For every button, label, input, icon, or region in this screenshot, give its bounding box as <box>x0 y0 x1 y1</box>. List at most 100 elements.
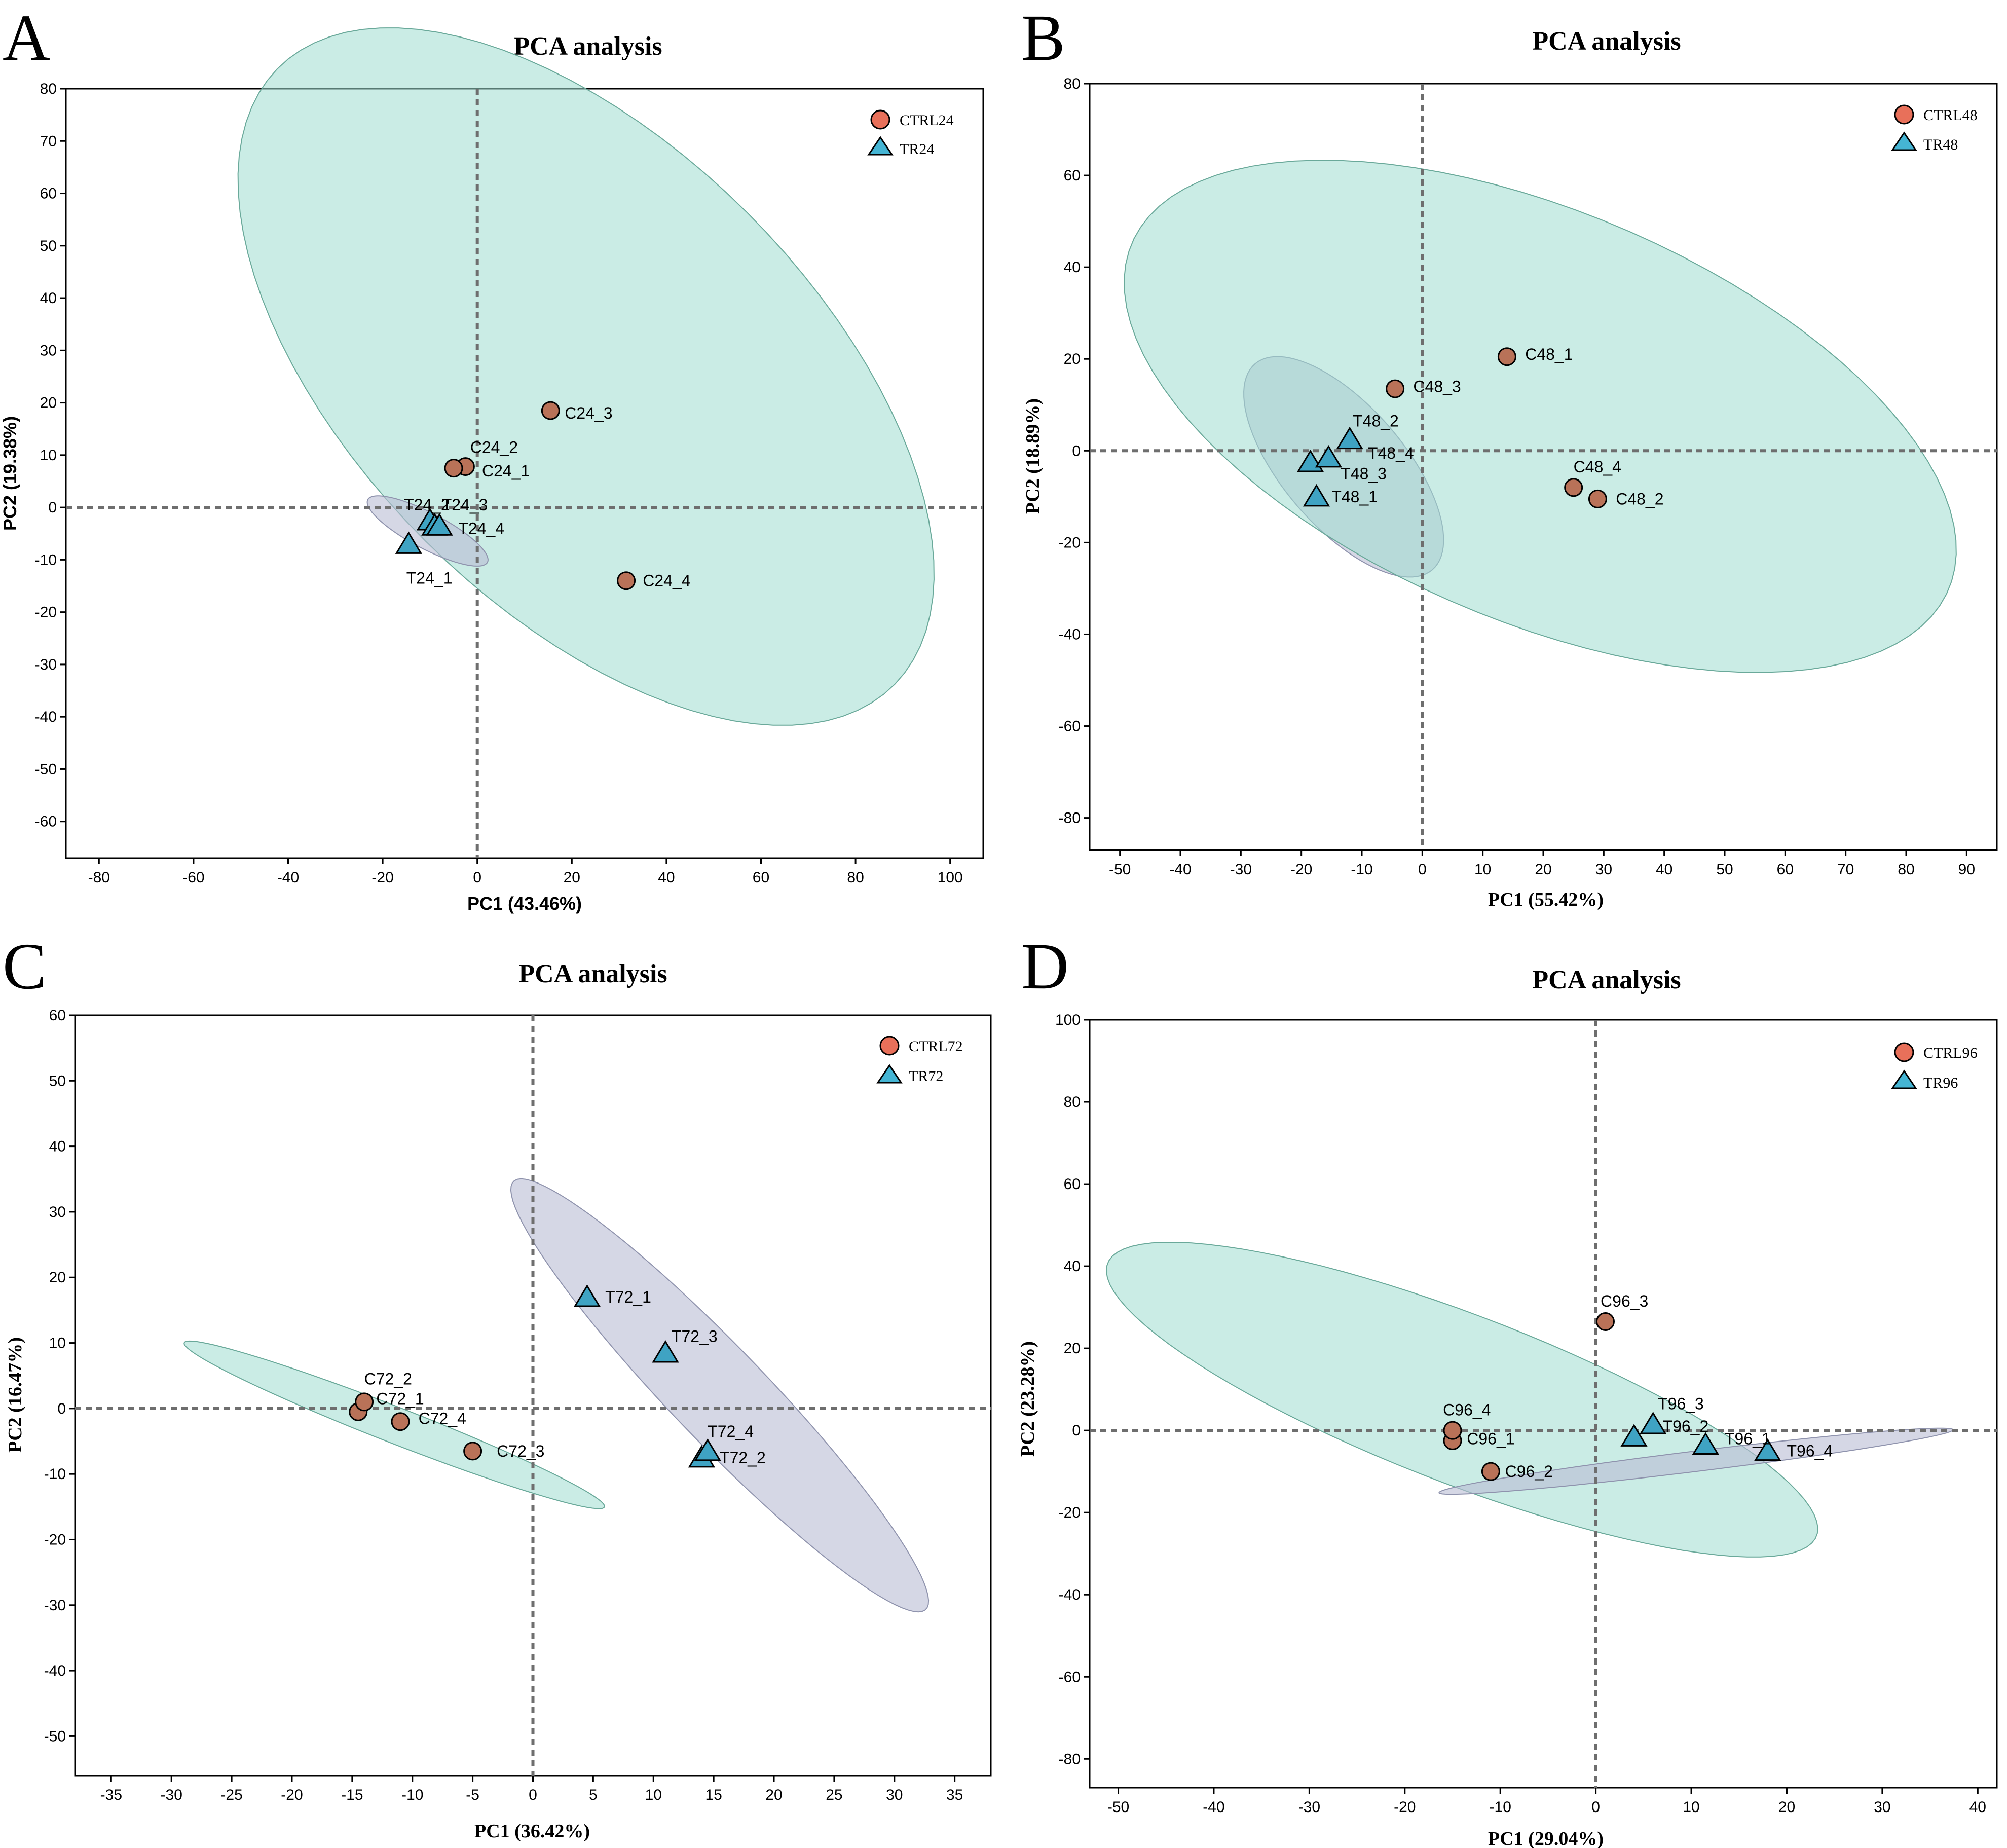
panel-c-x-axis-label: PC1 (36.42%) <box>474 1821 590 1842</box>
panel-c-x-tick-label: 25 <box>826 1787 842 1803</box>
panel-d-point-label: T96_3 <box>1658 1395 1704 1413</box>
panel-b-y-tick-label: 60 <box>1064 167 1081 184</box>
panel-d-point-c96-3 <box>1595 1312 1615 1331</box>
panel-b-x-tick-label: 10 <box>1474 861 1491 878</box>
panel-a-y-tick-label: 80 <box>40 81 57 97</box>
panel-b-point-t48-4 <box>1315 445 1343 468</box>
panel-c-point-label: T72_1 <box>605 1288 651 1306</box>
panel-d-y-tick-label: 0 <box>1072 1422 1081 1439</box>
legend-tr-marker <box>876 1064 903 1084</box>
panel-a-y-tick-label: 40 <box>40 290 57 307</box>
panel-d-plot-frame <box>1089 1019 1998 1789</box>
panel-b-x-tick-label: 0 <box>1418 861 1427 878</box>
panel-b-x-tick-label: -30 <box>1230 861 1252 878</box>
panel-c-y-tick-label: 40 <box>49 1138 66 1155</box>
panel-d-x-tick-label: -30 <box>1298 1799 1320 1816</box>
panel-a-y-tick-label: -10 <box>35 551 57 568</box>
panel-d-point-t96-3 <box>1640 1412 1667 1434</box>
panel-d-x-tick-label: 20 <box>1778 1799 1795 1816</box>
panel-b-x-tick-label: 50 <box>1716 861 1733 878</box>
panel-b-point-c48-2 <box>1588 489 1607 508</box>
panel-c-point-label: C72_3 <box>497 1442 544 1460</box>
panel-c-y-tick-label: 60 <box>49 1007 66 1024</box>
panel-b-point-label: T48_4 <box>1368 444 1414 462</box>
panel-b-point-t48-1 <box>1303 484 1330 507</box>
panel-b-point-c48-4 <box>1564 478 1583 497</box>
panel-a-x-tick-label: 100 <box>938 869 963 886</box>
panel-c-x-tick-label: -20 <box>281 1787 303 1803</box>
panel-c-legend: CTRL72 TR72 <box>876 1036 963 1085</box>
panel-c-x-tick-label: -15 <box>341 1787 363 1803</box>
panel-a-y-tick-label: 70 <box>40 133 57 150</box>
panel-b-point-label: T48_1 <box>1331 488 1378 506</box>
panel-b-x-tick-label: 30 <box>1595 861 1612 878</box>
panel-c-y-tick-label: -40 <box>44 1662 66 1679</box>
legend-ctrl-label: CTRL24 <box>900 112 954 129</box>
legend-ctrl-label: CTRL48 <box>1923 107 1978 124</box>
panel-c-y-tick-label: 50 <box>49 1073 66 1089</box>
panel-c-x-tick-label: 0 <box>529 1787 537 1803</box>
panel-c-title: PCA analysis <box>518 959 667 988</box>
panel-a-y-tick-label: 30 <box>40 342 57 359</box>
panel-d-point-label: T96_2 <box>1663 1417 1709 1435</box>
panel-c-x-tick-label: -35 <box>100 1787 122 1803</box>
panel-a-x-tick-label: -40 <box>277 869 299 886</box>
panel-b-title: PCA analysis <box>1532 27 1681 56</box>
panel-b-y-tick-label: 40 <box>1064 259 1081 276</box>
panel-a-x-tick-label: -20 <box>371 869 393 886</box>
panel-a-x-tick-label: 0 <box>473 869 481 886</box>
panel-b-ellipse-ctrl <box>1124 160 1957 673</box>
panel-d-y-tick-label: -80 <box>1059 1751 1081 1767</box>
panel-d-y-tick-label: 80 <box>1064 1094 1081 1111</box>
panel-c-x-tick-label: 10 <box>645 1787 662 1803</box>
panel-a-point-label: C24_4 <box>643 572 690 590</box>
legend-ctrl-label: CTRL96 <box>1923 1045 1978 1061</box>
panel-d-title: PCA analysis <box>1532 966 1681 994</box>
panel-a-x-tick-label: 40 <box>658 869 675 886</box>
legend-tr-marker <box>867 136 894 156</box>
panel-d-y-tick-label: -60 <box>1059 1669 1081 1685</box>
panel-a-point-c24-2 <box>444 459 463 478</box>
panel-d-point-c96-4 <box>1443 1421 1462 1440</box>
panel-a-point-c24-4 <box>617 571 636 590</box>
legend-tr-marker <box>1891 1069 1917 1089</box>
panel-a-x-tick-label: -80 <box>88 869 110 886</box>
panel-d-ellipse-ctrl <box>1105 1242 1818 1558</box>
panel-a-y-tick-label: 50 <box>40 238 57 254</box>
panel-d-point-t96-4 <box>1754 1438 1781 1461</box>
panel-a-point-c24-3 <box>541 401 560 420</box>
panel-letter-a: A <box>3 2 50 75</box>
panel-c-x-tick-label: -10 <box>401 1787 423 1803</box>
panel-d-y-axis-label: PC2 (23.28%) <box>1017 1341 1038 1457</box>
panel-a-title: PCA analysis <box>513 32 662 61</box>
panel-b: B PCA analysis -50 -40 -30 -20 -10 0 10 20 30 40 5… <box>1021 2 1998 910</box>
panel-d-x-tick-label: 40 <box>1969 1799 1986 1816</box>
panel-c-point-label: T72_2 <box>720 1449 766 1467</box>
panel-b-point-t48-2 <box>1336 426 1363 450</box>
panel-c-x-tick-label: 15 <box>705 1787 722 1803</box>
panel-d-x-axis-label: PC1 (29.04%) <box>1488 1828 1604 1848</box>
panel-b-point-label: C48_2 <box>1616 490 1663 508</box>
panel-d-point-label: C96_1 <box>1467 1429 1514 1448</box>
panel-a-y-tick-label: -30 <box>35 656 57 673</box>
panel-a-x-tick-label: 20 <box>564 869 580 886</box>
panel-c-y-tick-label: 20 <box>49 1269 66 1286</box>
panel-c: C PCA analysis -35 -30 -25 -20 -15 -10 -5 0 5 10 1… <box>3 930 992 1842</box>
panel-d-point-label: C96_3 <box>1601 1292 1648 1310</box>
panel-b-point-label: C48_4 <box>1574 458 1621 476</box>
panel-c-point-label: T72_3 <box>672 1327 718 1346</box>
panel-b-x-tick-label: 90 <box>1958 861 1975 878</box>
panel-b-y-tick-label: 0 <box>1072 442 1081 459</box>
panel-d-point-t96-1 <box>1692 1432 1719 1455</box>
panel-b-x-tick-label: 60 <box>1777 861 1794 878</box>
panel-a-point-label: C24_3 <box>565 404 612 422</box>
panel-c-point-t72-1 <box>573 1284 601 1307</box>
panel-d-point-c96-2 <box>1481 1462 1500 1481</box>
panel-c-point-c72-4 <box>391 1412 410 1431</box>
panel-b-x-tick-label: -10 <box>1351 861 1372 878</box>
panel-b-point-label: C48_3 <box>1413 378 1461 396</box>
panel-a-point-label: T24_4 <box>458 519 504 537</box>
panel-d-y-tick-label: 60 <box>1064 1176 1081 1193</box>
panel-c-y-tick-label: -20 <box>44 1531 66 1548</box>
